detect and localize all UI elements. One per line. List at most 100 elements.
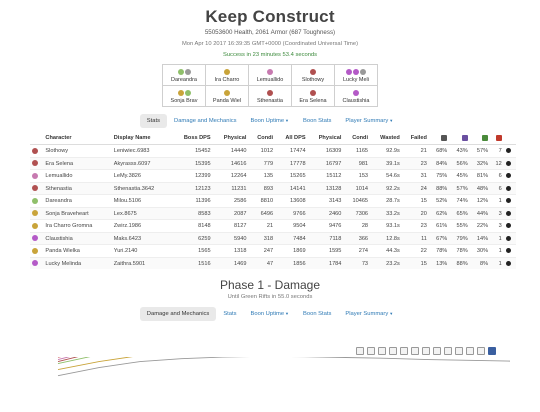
- spike-lines-icon[interactable]: [455, 347, 463, 355]
- death-icon: [506, 223, 511, 228]
- zoom-out-icon[interactable]: [422, 347, 430, 355]
- stat-cell: 14440: [213, 145, 249, 157]
- stat-cell: 12123: [171, 182, 212, 194]
- stat-cell: 1516: [171, 257, 212, 269]
- fight-result: Success in 23 minutes 53.4 seconds: [0, 52, 540, 58]
- stat-cell: 6: [490, 182, 504, 194]
- character-name: Slothowy: [43, 145, 111, 157]
- display-name: Leniwiec.6983: [112, 145, 172, 157]
- character-name: Lucky Melinda: [43, 257, 111, 269]
- stat-cell: 9766: [275, 207, 307, 219]
- column-header[interactable]: [429, 132, 449, 145]
- tab-boon-uptime[interactable]: Boon Uptime▼: [244, 307, 296, 321]
- stat-cell: 15265: [275, 170, 307, 182]
- party-member-name: Sonja Brav: [163, 98, 205, 104]
- stat-cell: 33.2s: [370, 207, 402, 219]
- stat-cell: 366: [343, 232, 370, 244]
- zoom-in-icon[interactable]: [411, 347, 419, 355]
- stat-cell: 23.2s: [370, 257, 402, 269]
- profession-icon: [178, 69, 184, 75]
- stat-cell: 135: [248, 170, 275, 182]
- stat-cell: 20: [402, 207, 429, 219]
- tab-player-summary[interactable]: Player Summary▼: [338, 307, 400, 321]
- column-header[interactable]: Physical: [213, 132, 249, 145]
- display-name: Zaithra.5901: [112, 257, 172, 269]
- profession-icon: [353, 90, 359, 96]
- column-header[interactable]: [449, 132, 469, 145]
- zoom-icon[interactable]: [367, 347, 375, 355]
- column-header[interactable]: Failed: [402, 132, 429, 145]
- lasso-icon[interactable]: [400, 347, 408, 355]
- party-member: Panda Wiel: [206, 86, 249, 107]
- column-header[interactable]: All DPS: [275, 132, 307, 145]
- profession-icon: [310, 90, 316, 96]
- camera-icon[interactable]: [356, 347, 364, 355]
- column-header[interactable]: [490, 132, 504, 145]
- profession-icon: [32, 235, 38, 241]
- caret-down-icon: ▼: [285, 311, 289, 316]
- death-icon: [506, 173, 511, 178]
- character-name: Lemuallido: [43, 170, 111, 182]
- stat-cell: 79%: [449, 232, 469, 244]
- plotly-logo-icon[interactable]: [488, 347, 496, 355]
- column-header[interactable]: [470, 132, 490, 145]
- dps-graph: 15k+: [0, 357, 540, 412]
- stat-cell: 45%: [449, 170, 469, 182]
- profession-icon: [185, 90, 191, 96]
- column-header[interactable]: Wasted: [370, 132, 402, 145]
- profession-icon: [32, 198, 38, 204]
- stat-cell: 15112: [308, 170, 344, 182]
- tab-stats[interactable]: Stats: [216, 307, 243, 321]
- reset-axes-icon[interactable]: [444, 347, 452, 355]
- profession-icon: [32, 173, 38, 179]
- stat-cell: 28: [343, 220, 370, 232]
- column-header: [504, 132, 516, 145]
- profession-icon: [224, 90, 230, 96]
- box-select-icon[interactable]: [389, 347, 397, 355]
- health-icon: [496, 135, 502, 141]
- stat-cell: 39.1s: [370, 157, 402, 169]
- tab-player-summary[interactable]: Player Summary▼: [338, 114, 400, 128]
- column-header[interactable]: Display Name: [112, 132, 172, 145]
- column-header[interactable]: Physical: [308, 132, 344, 145]
- pan-icon[interactable]: [378, 347, 386, 355]
- profession-icon: [346, 69, 352, 75]
- stat-cell: 17474: [275, 145, 307, 157]
- profession-icon: [32, 260, 38, 266]
- stat-cell: 74%: [449, 195, 469, 207]
- stat-cell: 88%: [449, 257, 469, 269]
- tab-boon-stats[interactable]: Boon Stats: [296, 114, 338, 128]
- hover-closest-icon[interactable]: [466, 347, 474, 355]
- tab-damage-and-mechanics[interactable]: Damage and Mechanics: [140, 307, 217, 321]
- hover-compare-icon[interactable]: [477, 347, 485, 355]
- stat-cell: 11: [402, 232, 429, 244]
- stat-cell: 247: [248, 245, 275, 257]
- death-icon: [506, 198, 511, 203]
- stat-cell: 81%: [470, 170, 490, 182]
- stat-cell: 15395: [171, 157, 212, 169]
- caret-down-icon: ▼: [389, 311, 393, 316]
- stat-cell: 2460: [308, 207, 344, 219]
- column-header[interactable]: Boss DPS: [171, 132, 212, 145]
- stat-cell: 7118: [308, 232, 344, 244]
- column-header[interactable]: Character: [43, 132, 111, 145]
- tab-stats[interactable]: Stats: [140, 114, 167, 128]
- stat-cell: 1012: [248, 145, 275, 157]
- series-line[interactable]: [58, 357, 510, 376]
- tab-boon-uptime[interactable]: Boon Uptime▼: [244, 114, 296, 128]
- stat-cell: 16797: [308, 157, 344, 169]
- profession-icon: [310, 69, 316, 75]
- stat-cell: 15: [402, 257, 429, 269]
- stat-cell: 73: [343, 257, 370, 269]
- column-header[interactable]: Condi: [248, 132, 275, 145]
- stat-cell: 3: [490, 207, 504, 219]
- stat-cell: 8%: [470, 257, 490, 269]
- tab-damage-and-mechanics[interactable]: Damage and Mechanics: [167, 114, 244, 128]
- stat-cell: 7: [490, 145, 504, 157]
- autoscale-icon[interactable]: [433, 347, 441, 355]
- stat-cell: 6496: [248, 207, 275, 219]
- column-header[interactable]: Condi: [343, 132, 370, 145]
- tab-boon-stats[interactable]: Boon Stats: [296, 307, 338, 321]
